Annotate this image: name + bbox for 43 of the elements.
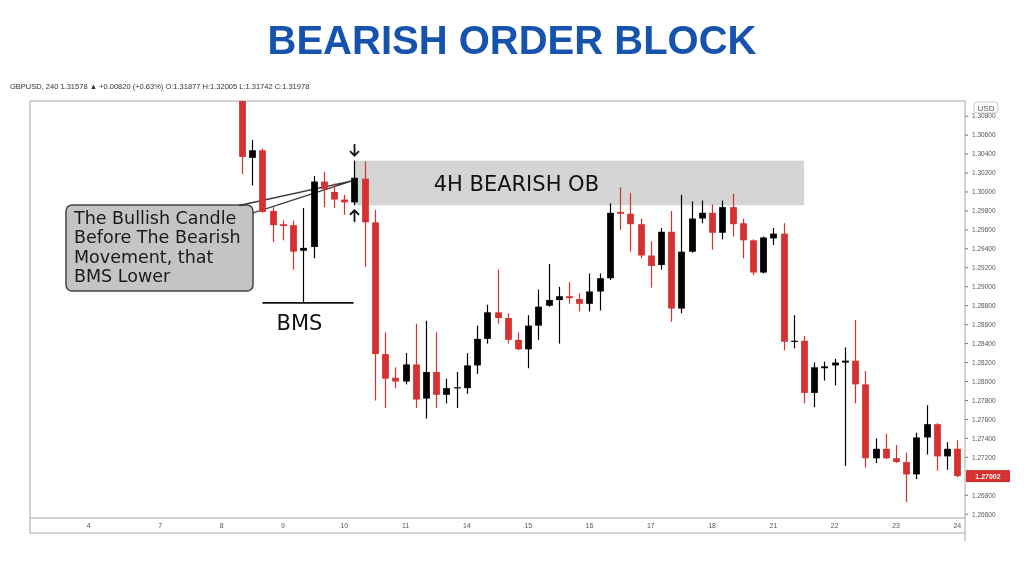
candlestick xyxy=(873,437,880,464)
candlestick xyxy=(443,378,450,404)
candlestick xyxy=(464,352,471,395)
candlestick xyxy=(893,444,900,464)
chart-title: BEARISH ORDER BLOCK xyxy=(267,18,757,62)
candlestick xyxy=(270,206,277,243)
candlestick xyxy=(709,203,716,251)
candlestick xyxy=(433,331,440,409)
candlestick xyxy=(392,366,399,389)
candlestick xyxy=(586,272,593,312)
candlestick xyxy=(597,272,604,312)
annotation: BMS xyxy=(276,310,323,335)
candlestick xyxy=(495,269,502,325)
candlestick xyxy=(280,219,287,241)
candlestick xyxy=(535,289,542,341)
candlestick xyxy=(924,404,931,456)
candlestick xyxy=(249,139,256,186)
candlestick xyxy=(505,312,512,345)
annotation: The Bullish Candle Before The Bearish Movement, that BMS Lower xyxy=(73,208,241,286)
candlestick xyxy=(944,441,951,471)
candlestick xyxy=(730,193,737,238)
candlestick xyxy=(546,263,553,308)
candlestick xyxy=(515,331,522,351)
candlestick xyxy=(648,240,655,289)
candlestick xyxy=(321,171,328,208)
candlestick xyxy=(331,182,338,209)
candlestick xyxy=(883,433,890,460)
candlestick xyxy=(556,286,563,345)
candlestick xyxy=(821,361,828,382)
candlestick xyxy=(403,352,410,385)
candlestick xyxy=(903,452,910,503)
y-axis-title: USD xyxy=(977,103,995,113)
candlestick xyxy=(525,314,532,369)
candlestick xyxy=(852,319,859,404)
candlestick xyxy=(740,217,747,259)
candlestick xyxy=(300,207,307,303)
candlestick xyxy=(699,199,706,224)
candlestick xyxy=(566,281,573,305)
candlestick xyxy=(627,192,634,253)
candlestick xyxy=(576,292,583,312)
candlestick xyxy=(842,346,849,467)
candlestick xyxy=(617,186,624,231)
band-label: 4H BEARISH OB xyxy=(433,171,600,196)
